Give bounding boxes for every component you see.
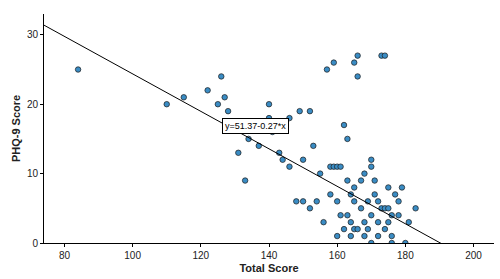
svg-text:20: 20 xyxy=(27,99,39,110)
svg-text:140: 140 xyxy=(261,250,278,261)
svg-text:30: 30 xyxy=(27,29,39,40)
svg-text:180: 180 xyxy=(397,250,414,261)
svg-text:160: 160 xyxy=(329,250,346,261)
svg-text:120: 120 xyxy=(192,250,209,261)
svg-text:PHQ-9 Score: PHQ-9 Score xyxy=(10,95,22,162)
svg-text:0: 0 xyxy=(32,238,38,249)
svg-text:80: 80 xyxy=(59,250,71,261)
svg-text:y=51.37-0.27*x: y=51.37-0.27*x xyxy=(225,121,286,131)
svg-text:10: 10 xyxy=(27,168,39,179)
svg-text:100: 100 xyxy=(124,250,141,261)
svg-text:200: 200 xyxy=(465,250,482,261)
svg-text:Total Score: Total Score xyxy=(239,262,298,274)
